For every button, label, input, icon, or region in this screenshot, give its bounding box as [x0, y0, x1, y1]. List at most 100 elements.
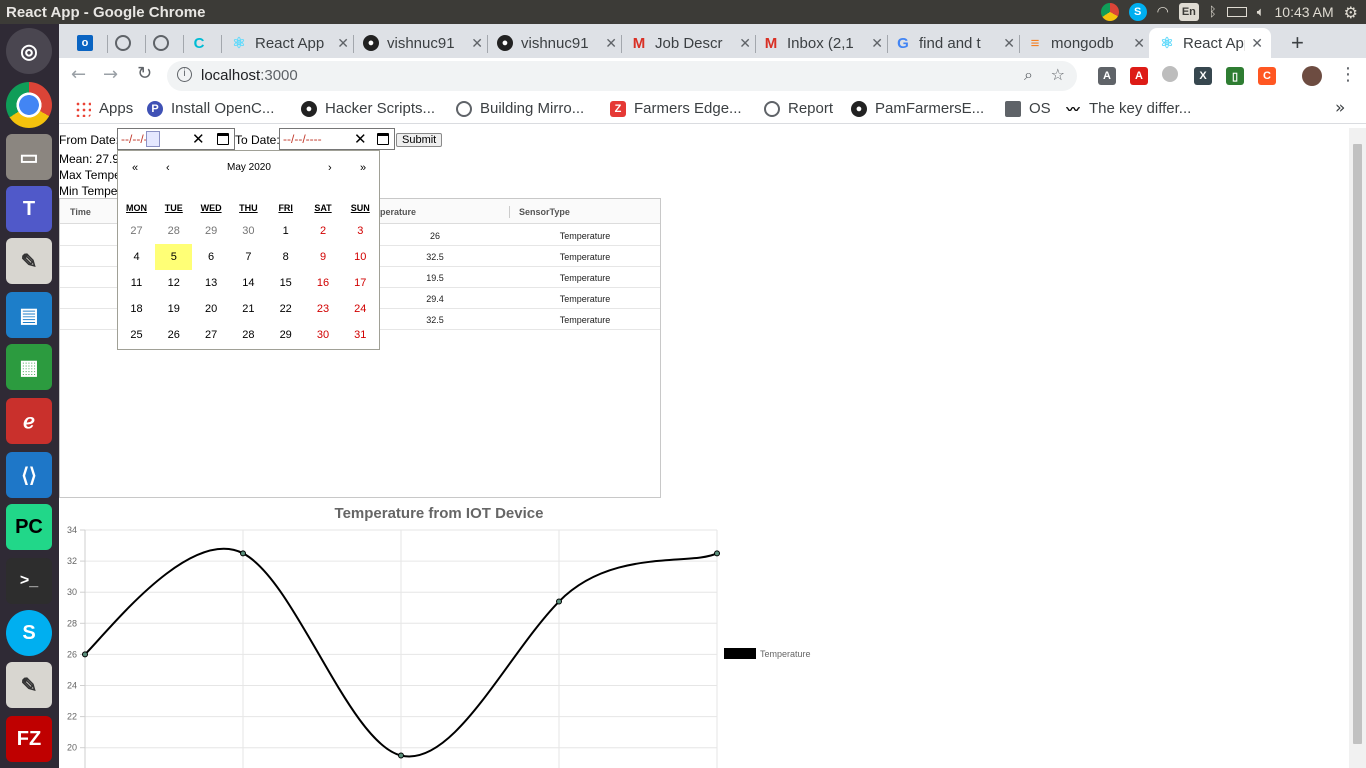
- chart-legend[interactable]: Temperature: [724, 648, 811, 659]
- column-header-temperature[interactable]: mperature: [372, 207, 417, 217]
- terminal-launcher-icon[interactable]: >_: [6, 558, 52, 604]
- calendar-icon[interactable]: [377, 133, 389, 145]
- extension-a-icon[interactable]: A: [1098, 67, 1116, 85]
- pycharm-launcher-icon[interactable]: PC: [6, 504, 52, 550]
- extension-chat-icon[interactable]: [1162, 66, 1178, 82]
- tab-stackoverflow[interactable]: ≡ mongodb ✕: [1027, 28, 1145, 58]
- teams-launcher-icon[interactable]: T: [6, 186, 52, 232]
- calendar-day[interactable]: 31: [354, 329, 367, 341]
- tab-outlook[interactable]: o: [77, 28, 101, 58]
- editor-launcher-icon[interactable]: ✎: [6, 662, 52, 708]
- vscode-launcher-icon[interactable]: ⟨⟩: [6, 452, 52, 498]
- calendar-day[interactable]: 3: [357, 225, 364, 237]
- calendar-day[interactable]: 17: [354, 277, 367, 289]
- angular-extension-icon[interactable]: A: [1130, 67, 1148, 85]
- next-year-button[interactable]: »: [360, 162, 367, 174]
- calendar-day[interactable]: 27: [204, 329, 218, 341]
- text-editor-launcher-icon[interactable]: ✎: [6, 238, 52, 284]
- calendar-day[interactable]: 22: [279, 303, 292, 315]
- calendar-day[interactable]: 9: [319, 251, 327, 263]
- bookmark-report[interactable]: Report: [764, 100, 833, 117]
- calendar-day[interactable]: 2: [319, 225, 327, 237]
- calendar-day[interactable]: 23: [316, 303, 330, 315]
- page-scrollbar[interactable]: [1349, 128, 1366, 768]
- close-tab-icon[interactable]: ✕: [1003, 34, 1015, 51]
- calendar-day[interactable]: 29: [204, 225, 218, 237]
- calendar-day[interactable]: 5: [155, 244, 193, 270]
- tab-react-app-active[interactable]: ⚛ React App ✕: [1149, 28, 1271, 58]
- calendar-day[interactable]: 4: [133, 251, 140, 263]
- next-month-button[interactable]: ›: [328, 162, 332, 174]
- zoom-icon[interactable]: ⌕: [1024, 65, 1033, 84]
- calendar-day[interactable]: 29: [279, 329, 292, 341]
- scrollbar-thumb[interactable]: [1353, 144, 1362, 744]
- files-launcher-icon[interactable]: ▭: [6, 134, 52, 180]
- bookmark-star-icon[interactable]: ☆: [1050, 65, 1065, 84]
- bookmark-os-folder[interactable]: OS: [1005, 100, 1051, 117]
- submit-button[interactable]: Submit: [396, 133, 443, 147]
- clock[interactable]: 10:43 AM: [1274, 4, 1334, 20]
- calendar-day[interactable]: 28: [167, 225, 180, 237]
- calendar-day[interactable]: 19: [167, 303, 180, 315]
- calendar-day[interactable]: 25: [130, 329, 143, 341]
- calc-launcher-icon[interactable]: ▦: [6, 344, 52, 390]
- menu-kebab-icon[interactable]: ⋮: [1339, 64, 1357, 85]
- calendar-day[interactable]: 10: [354, 251, 367, 263]
- skype-launcher-icon[interactable]: S: [6, 610, 52, 656]
- calendar-icon[interactable]: [217, 133, 229, 145]
- calendar-day[interactable]: 28: [242, 329, 255, 341]
- close-tab-icon[interactable]: ✕: [605, 34, 617, 51]
- from-date-input[interactable]: --/--/---- ✕: [117, 128, 235, 150]
- skype-tray-icon[interactable]: S: [1128, 3, 1147, 21]
- close-tab-icon[interactable]: ✕: [1251, 34, 1263, 51]
- info-icon[interactable]: i: [177, 67, 192, 82]
- settings-gear-icon[interactable]: ⚙: [1343, 2, 1358, 22]
- filezilla-launcher-icon[interactable]: FZ: [6, 716, 52, 762]
- close-tab-icon[interactable]: ✕: [471, 34, 483, 51]
- calendar-day[interactable]: 12: [167, 277, 180, 289]
- bookmark-hacker-scripts[interactable]: ● Hacker Scripts...: [301, 100, 435, 117]
- ubuntu-dash-icon[interactable]: ◎: [6, 28, 52, 74]
- wifi-icon[interactable]: ◠: [1156, 4, 1169, 20]
- close-tab-icon[interactable]: ✕: [739, 34, 751, 51]
- back-arrow-icon[interactable]: ←: [71, 64, 87, 85]
- tab-google-search[interactable]: G find and t ✕: [895, 28, 1015, 58]
- new-tab-button[interactable]: +: [1291, 30, 1304, 55]
- bookmarks-overflow-icon[interactable]: »: [1335, 98, 1346, 118]
- extension-green-icon[interactable]: ▯: [1226, 67, 1244, 85]
- impress-launcher-icon[interactable]: ▤: [6, 292, 52, 338]
- tab-github-1[interactable]: ● vishnuc91 ✕: [363, 28, 483, 58]
- to-date-input[interactable]: --/--/---- ✕: [279, 128, 395, 150]
- tab-c[interactable]: C: [191, 28, 215, 58]
- extension-c-icon[interactable]: C: [1258, 67, 1276, 85]
- clear-date-icon[interactable]: ✕: [192, 131, 205, 148]
- calendar-day[interactable]: 8: [282, 251, 289, 263]
- calendar-day[interactable]: 14: [242, 277, 255, 289]
- close-tab-icon[interactable]: ✕: [337, 34, 349, 51]
- close-tab-icon[interactable]: ✕: [871, 34, 883, 51]
- tab-react-app-1[interactable]: ⚛ React App ✕: [231, 28, 349, 58]
- calendar-day[interactable]: 6: [208, 251, 215, 263]
- bluetooth-icon[interactable]: ᛒ: [1208, 4, 1217, 20]
- calendar-day[interactable]: 7: [245, 251, 252, 263]
- calendar-day[interactable]: 20: [204, 303, 218, 315]
- tab-gmail-inbox[interactable]: M Inbox (2,1 ✕: [763, 28, 883, 58]
- chrome-tray-icon[interactable]: [1100, 3, 1119, 21]
- calendar-day[interactable]: 21: [242, 303, 255, 315]
- extension-x-icon[interactable]: X: [1194, 67, 1212, 85]
- close-tab-icon[interactable]: ✕: [1133, 34, 1145, 51]
- column-header-sensortype[interactable]: SensorType: [519, 207, 570, 217]
- calendar-day[interactable]: 15: [279, 277, 292, 289]
- chrome-launcher-icon[interactable]: [6, 82, 52, 128]
- calendar-day[interactable]: 18: [130, 303, 143, 315]
- bookmark-pamfarmers[interactable]: ● PamFarmersE...: [851, 100, 984, 117]
- tab-globe-1[interactable]: [115, 28, 139, 58]
- volume-icon[interactable]: 🔈︎: [1256, 4, 1265, 20]
- bookmark-apps[interactable]: Apps: [75, 100, 133, 117]
- tab-gmail-job[interactable]: M Job Descr ✕: [631, 28, 751, 58]
- clear-date-icon[interactable]: ✕: [354, 131, 367, 148]
- reload-icon[interactable]: ↻: [137, 63, 153, 84]
- calendar-day[interactable]: 26: [167, 329, 180, 341]
- calendar-day[interactable]: 16: [316, 277, 330, 289]
- calendar-day[interactable]: 30: [316, 329, 330, 341]
